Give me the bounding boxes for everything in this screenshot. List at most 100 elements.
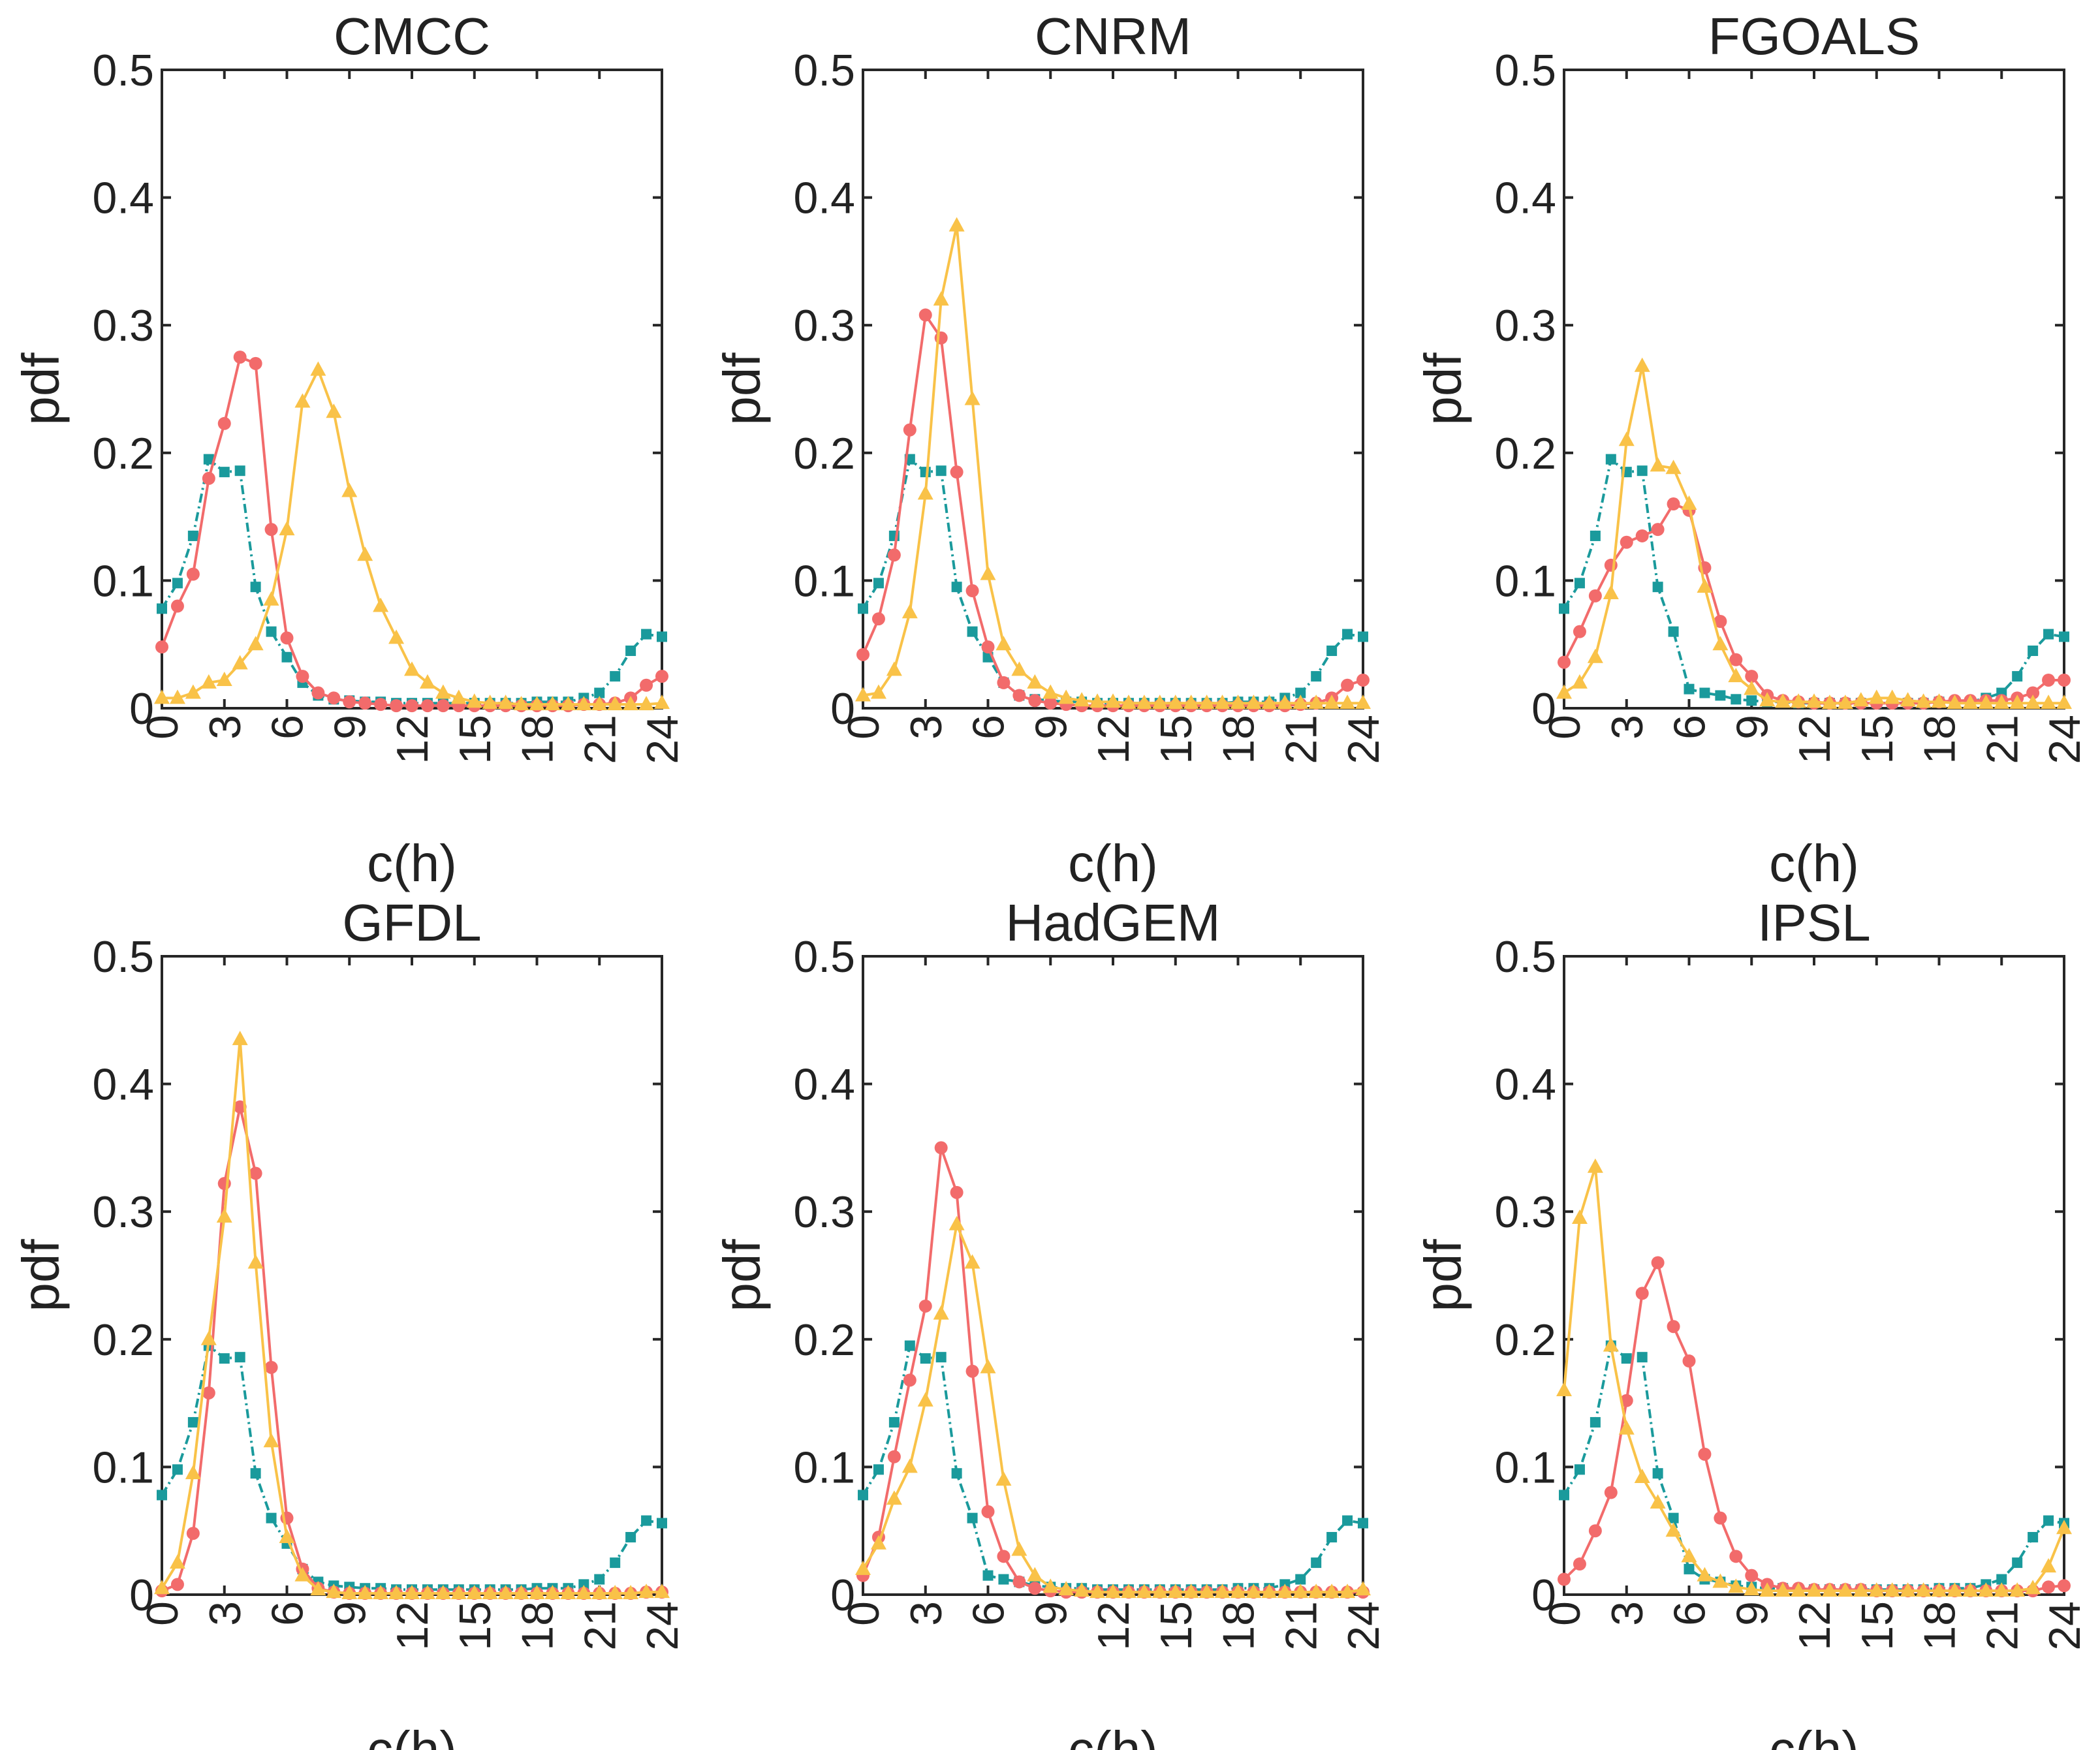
y-axis-label: pdf [12,352,70,426]
axes-box [862,69,1364,710]
data-point [855,687,871,702]
data-point [2025,695,2041,710]
data-point [948,217,965,232]
data-point [1556,684,1572,699]
series-line-red [161,1106,662,1595]
data-point [918,308,932,322]
data-point [1806,693,1822,708]
data-point [1931,693,1947,708]
data-point [933,291,949,306]
data-point [1011,661,1027,676]
data-point [950,1185,964,1199]
data-point [1356,673,1370,687]
x-tick-label: 15 [1152,1601,1201,1651]
data-point [1136,695,1152,710]
data-point [1311,1557,1322,1569]
series-yellow [855,1215,1371,1599]
y-axis-label: pdf [12,1239,70,1312]
data-point [578,1579,589,1590]
data-point [1620,1394,1633,1407]
data-point [1571,674,1588,689]
data-point [655,670,668,683]
data-point [654,695,670,710]
data-point [1868,689,1885,704]
data-point [1342,1515,1353,1526]
data-point [1295,687,1306,698]
y-tick-label: 0.5 [1494,932,1556,982]
data-point [1978,695,1994,710]
y-tick-label: 0 [1531,1570,1556,1620]
data-point [1698,1447,1712,1461]
data-point [172,1464,183,1475]
axes-box [161,955,663,1596]
data-point [1712,636,1729,651]
data-point [1853,1582,1869,1597]
data-point [2056,695,2072,710]
data-point [1358,1518,1368,1529]
data-point [2059,631,2069,642]
panel-fgoals: 00.10.20.30.40.50 3 6 9 12 15 18 21 24FGOALSc(h)… [1414,7,2090,892]
data-point [1214,695,1230,710]
x-tick-label: 15 [1853,715,1902,764]
x-tick-label: 18 [513,1601,563,1651]
data-point [388,629,405,644]
x-tick-label: 24 [2040,1601,2090,1651]
data-point [296,670,309,683]
data-point [1637,1352,1648,1363]
data-point [1573,1557,1586,1571]
data-point [1996,1574,2007,1585]
y-tick-label: 0.3 [92,1187,154,1237]
data-point [1308,1584,1324,1599]
data-point [450,1585,467,1600]
x-tick-label: 21 [575,715,625,764]
data-point [1744,1581,1760,1596]
x-tick-label: 21 [1977,715,2027,764]
data-point [1587,648,1603,663]
data-point [917,485,933,500]
data-point [1681,495,1697,510]
data-point [1603,1337,1619,1352]
data-point [951,582,962,593]
data-point [186,1527,200,1540]
data-point [1837,1582,1853,1597]
data-point [998,1574,1009,1585]
data-point [2028,1531,2039,1542]
data-point [1295,1574,1306,1585]
series-obs [858,1340,1368,1595]
x-tick-label: 18 [1915,715,1965,764]
y-tick-label: 0.2 [92,1315,154,1365]
data-point [216,671,232,686]
series-yellow [154,1031,670,1600]
y-tick-label: 0.1 [92,556,154,606]
data-point [1028,1582,1042,1595]
data-point [1027,674,1043,689]
data-point [887,1450,901,1463]
data-point [2041,695,2057,710]
data-point [419,1585,435,1600]
x-tick-label: 0 [138,715,187,740]
data-point [1246,1584,1262,1599]
series-yellow [1556,357,2072,710]
data-point [1728,1578,1744,1593]
data-point [294,393,311,408]
data-point [935,465,947,477]
data-point [263,591,279,606]
data-point [873,578,884,589]
data-point [169,1554,185,1569]
data-point [607,696,623,711]
series-line-red [161,355,663,708]
data-point [232,655,248,670]
data-point [1574,578,1585,589]
data-point [1590,1416,1601,1428]
data-point [497,1585,514,1600]
x-tick-label: 15 [450,1601,500,1651]
x-tick-label: 9 [325,1601,375,1626]
data-point [234,465,245,477]
x-tick-label: 0 [839,1601,888,1626]
data-point [1618,1420,1635,1435]
data-point [1214,1584,1230,1599]
data-point [1556,1382,1572,1397]
data-point [280,631,294,645]
data-point [638,696,655,711]
x-tick-label: 12 [1089,715,1138,764]
